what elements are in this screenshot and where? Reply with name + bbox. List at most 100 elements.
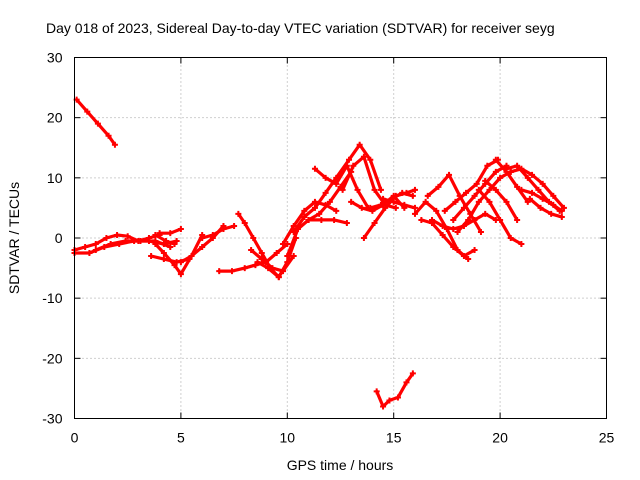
data-point (346, 156, 353, 163)
data-point (350, 162, 357, 169)
data-point (450, 244, 457, 251)
data-point (514, 162, 521, 169)
data-point (354, 186, 361, 193)
data-point (492, 156, 499, 163)
data-point (122, 238, 129, 245)
data-point (492, 186, 499, 193)
data-point (475, 198, 482, 205)
data-point (411, 210, 418, 217)
data-point (84, 108, 91, 115)
data-point (539, 195, 546, 202)
data-point (429, 216, 436, 223)
data-point (280, 241, 287, 248)
data-point (171, 241, 178, 248)
data-point (433, 207, 440, 214)
data-point (343, 162, 350, 169)
data-point (228, 268, 235, 275)
data-point (241, 265, 248, 272)
data-point (167, 244, 174, 251)
data-point (220, 225, 227, 232)
y-axis-label: SDTVAR / TECUs (6, 182, 22, 294)
data-point (258, 250, 265, 257)
data-point (343, 219, 350, 226)
data-point (94, 120, 101, 127)
data-point (524, 174, 531, 181)
data-point (548, 210, 555, 217)
data-point (152, 231, 159, 238)
data-point (367, 204, 374, 211)
y-tick-label: -30 (42, 411, 62, 427)
data-point (258, 256, 265, 263)
data-point (441, 207, 448, 214)
data-point (482, 210, 489, 217)
data-point (537, 204, 544, 211)
data-point (518, 241, 525, 248)
data-point (471, 216, 478, 223)
series-line-s28 (426, 173, 483, 234)
data-point (558, 207, 565, 214)
series-line-s18 (307, 218, 349, 225)
data-point (156, 230, 163, 237)
data-point (560, 204, 567, 211)
data-point (124, 233, 131, 240)
data-point (526, 195, 533, 202)
data-point (82, 244, 89, 251)
data-point (235, 210, 242, 217)
data-point (216, 268, 223, 275)
data-point (403, 379, 410, 386)
series-line-s17 (292, 143, 383, 234)
series-line-s34 (483, 179, 519, 222)
data-point (371, 219, 378, 226)
data-point (373, 388, 380, 395)
data-point (514, 183, 521, 190)
data-point (92, 247, 99, 254)
y-tick-label: -10 (42, 290, 62, 306)
data-point (471, 192, 478, 199)
data-point (326, 198, 333, 205)
series-line-s39 (528, 197, 564, 219)
data-point (137, 238, 144, 245)
data-point (401, 201, 408, 208)
data-point (290, 222, 297, 229)
data-point (539, 180, 546, 187)
data-point (518, 186, 525, 193)
y-tick-label: 30 (47, 50, 63, 66)
data-point (529, 189, 536, 196)
data-point (497, 174, 504, 181)
data-point (273, 250, 280, 257)
data-point (290, 253, 297, 260)
data-point (386, 397, 393, 404)
series-line-s35 (494, 158, 530, 204)
data-point (380, 195, 387, 202)
data-point (477, 228, 484, 235)
data-point (450, 225, 457, 232)
data-point (380, 403, 387, 410)
data-point (422, 198, 429, 205)
data-point (173, 238, 180, 245)
data-point (356, 141, 363, 148)
x-tick-label: 20 (492, 430, 508, 446)
data-point (148, 253, 155, 260)
data-point (503, 198, 510, 205)
x-tick-label: 5 (177, 430, 185, 446)
data-point (439, 222, 446, 229)
data-point (286, 256, 293, 263)
data-point (550, 192, 557, 199)
data-point (290, 228, 297, 235)
data-point (358, 204, 365, 211)
data-point (460, 253, 467, 260)
data-point (446, 171, 453, 178)
data-point (492, 168, 499, 175)
data-point (465, 256, 472, 263)
data-point (163, 238, 170, 245)
data-point (311, 165, 318, 172)
data-point (348, 198, 355, 205)
data-point (167, 230, 174, 237)
data-point (424, 192, 431, 199)
data-point (86, 250, 93, 257)
data-point (152, 241, 159, 248)
data-point (284, 253, 291, 260)
data-point (390, 198, 397, 205)
data-point (265, 265, 272, 272)
data-point (333, 207, 340, 214)
